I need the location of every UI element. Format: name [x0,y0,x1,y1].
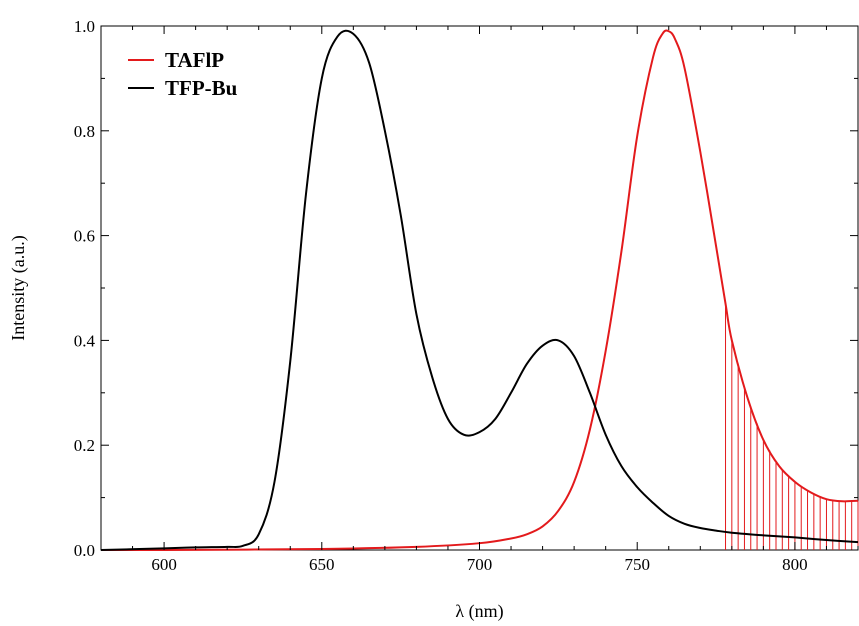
x-tick-label: 750 [624,555,650,574]
y-tick-label: 0.4 [74,331,96,350]
y-tick-label: 0.2 [74,436,95,455]
legend: TAFlP TFP-Bu [128,48,238,100]
x-tick-label: 700 [467,555,493,574]
legend-label: TFP-Bu [165,76,238,100]
y-axis-title: Intensity (a.u.) [8,235,29,340]
legend-label: TAFlP [165,48,224,72]
y-tick-label: 0.8 [74,122,95,141]
y-tick-label: 0.6 [74,227,95,246]
y-tick-label: 1.0 [74,17,95,36]
series-line-taflp [100,29,859,552]
axes-layer: 600 650 700 750 800 0.0 0.2 0.4 0.6 0.8 1.0 [74,17,859,574]
x-axis-title: λ (nm) [455,601,503,622]
x-tick-label: 800 [782,555,808,574]
series-layer [100,29,859,552]
x-tick-label: 650 [309,555,335,574]
y-tick-label: 0.0 [74,541,95,560]
series-line-tfp-bu [100,29,859,551]
hatch-layer [725,303,859,550]
x-tick-label: 600 [151,555,177,574]
